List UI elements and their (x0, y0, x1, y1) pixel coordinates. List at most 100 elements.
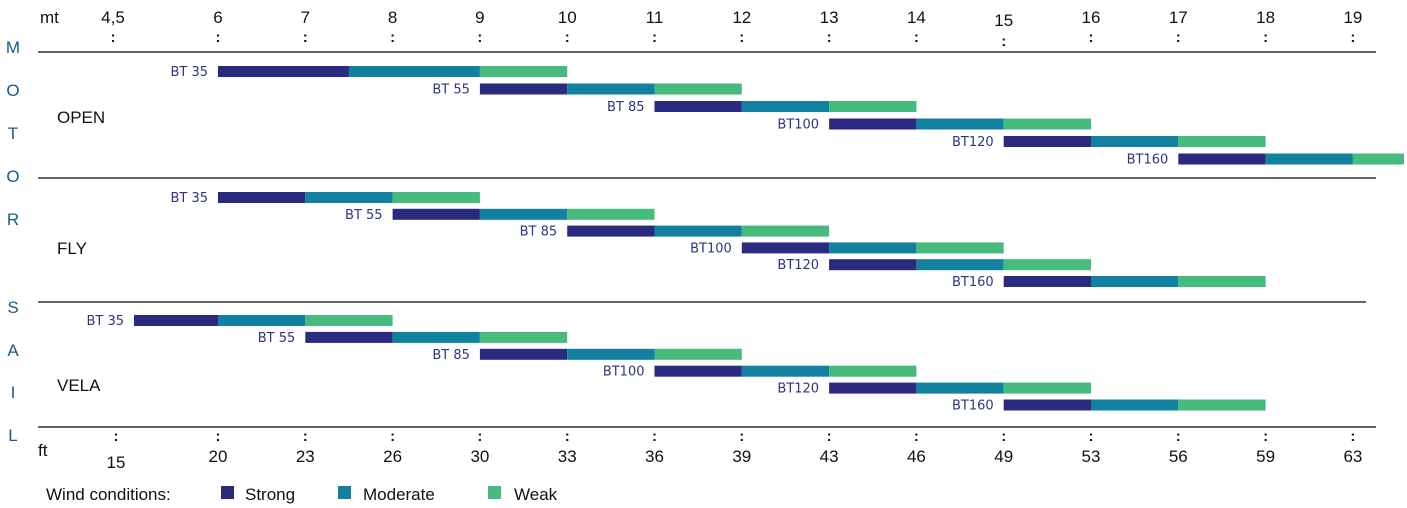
top-axis-tick-mark: : (914, 29, 919, 46)
bottom-axis-tick: 33 (558, 447, 577, 466)
bottom-axis-tick-mark: : (390, 428, 395, 445)
bar-label: BT 35 (86, 314, 124, 329)
bar-segment-weak (916, 242, 1004, 254)
bar-segment-strong (654, 101, 742, 112)
bar-segment-moderate (654, 225, 742, 237)
bottom-axis-tick: 59 (1256, 447, 1275, 466)
top-axis-tick-mark: : (390, 29, 395, 46)
top-axis-tick: 10 (558, 8, 577, 27)
bar-segment-moderate (1265, 153, 1353, 165)
top-axis-tick: 14 (907, 8, 926, 27)
bar-label: BT100 (603, 365, 645, 380)
bar-segment-weak (654, 83, 742, 95)
side-label-letter: T (8, 124, 18, 143)
top-axis-tick-mark: : (1089, 29, 1094, 46)
bar-segment-strong (1178, 153, 1266, 165)
top-axis-unit: mt (40, 8, 59, 27)
bar-segment-strong (654, 365, 742, 377)
bar-segment-strong (829, 118, 917, 130)
bottom-axis-tick: 36 (645, 447, 664, 466)
legend-label-strong: Strong (245, 485, 295, 504)
top-axis-tick-mark: : (652, 29, 657, 46)
side-label-letter: I (11, 383, 16, 402)
bar-segment-weak (654, 348, 742, 360)
bar-label: BT120 (777, 382, 819, 397)
bottom-axis-tick: 46 (907, 447, 926, 466)
bar-segment-strong (305, 331, 393, 343)
bar-segment-moderate (1091, 276, 1179, 287)
bar-segment-moderate (916, 259, 1004, 271)
top-axis-tick: 4,5 (101, 8, 125, 27)
top-axis-tick: 17 (1169, 8, 1188, 27)
bar-segment-moderate (1091, 136, 1179, 147)
bar-segment-moderate (392, 331, 480, 343)
bottom-axis-tick-mark: : (216, 428, 221, 445)
bar-segment-strong (829, 382, 917, 394)
bar-segment-strong (567, 225, 655, 237)
bar-segment-strong (1003, 136, 1091, 147)
legend-label-moderate: Moderate (363, 485, 435, 504)
bar-segment-strong (479, 83, 568, 95)
top-axis-tick-mark: : (111, 29, 116, 46)
bar-segment-strong (1003, 399, 1091, 411)
bar-segment-moderate (916, 118, 1004, 130)
bar-segment-weak (479, 331, 568, 343)
bar-segment-strong (218, 66, 349, 77)
bar-segment-strong (1003, 276, 1091, 287)
bar-segment-moderate (567, 83, 655, 95)
top-axis-tick-mark: : (1176, 29, 1181, 46)
bar-segment-weak (1003, 382, 1091, 394)
bar-segment-weak (829, 101, 917, 112)
bottom-axis-tick-mark: : (827, 428, 832, 445)
bar-label: BT120 (777, 258, 819, 273)
bar-segment-moderate (218, 315, 306, 326)
top-axis-tick-mark: : (477, 29, 482, 46)
bar-label: BT100 (690, 241, 732, 256)
bottom-axis-tick: 15 (107, 453, 126, 472)
top-axis-tick-mark: : (739, 29, 744, 46)
bar-segment-weak (1178, 136, 1266, 147)
bar-segment-strong (218, 192, 306, 203)
bar-segment-weak (1178, 399, 1266, 411)
bar-segment-weak (1003, 118, 1091, 130)
side-label-letter: R (7, 210, 19, 229)
bottom-axis-tick-mark: : (1176, 428, 1181, 445)
group-name: FLY (57, 239, 87, 258)
bottom-axis-tick: 49 (994, 447, 1013, 466)
bar-label: BT 35 (170, 65, 208, 80)
bottom-axis-tick: 63 (1343, 447, 1362, 466)
bar-segment-moderate (305, 192, 393, 203)
bar-segment-weak (741, 225, 830, 237)
side-label-letter: A (7, 341, 19, 360)
bar-segment-strong (134, 315, 218, 326)
legend-swatch-weak (488, 486, 501, 499)
bar-segment-moderate (741, 365, 830, 377)
group-name: OPEN (57, 108, 105, 127)
side-label-letter: L (8, 426, 17, 445)
bar-label: BT120 (952, 135, 994, 150)
top-axis-tick: 18 (1256, 8, 1275, 27)
top-axis-tick: 11 (646, 8, 664, 27)
legend-swatch-strong (221, 486, 234, 499)
bar-label: BT 85 (520, 225, 558, 240)
bottom-axis-tick: 26 (383, 447, 402, 466)
bar-segment-weak (567, 208, 655, 220)
top-axis-tick: 8 (388, 8, 397, 27)
bar-segment-strong (829, 259, 917, 271)
bottom-axis-tick: 39 (732, 447, 751, 466)
top-axis-tick-mark: : (1001, 33, 1006, 50)
group-name: VELA (57, 376, 101, 395)
side-label-letter: S (7, 298, 18, 317)
top-axis-tick: 19 (1343, 8, 1362, 27)
bar-segment-moderate (479, 208, 568, 220)
top-axis-tick: 13 (820, 8, 839, 27)
bar-label: BT 85 (607, 100, 645, 115)
bottom-axis-tick-mark: : (739, 428, 744, 445)
bar-label: BT 55 (345, 208, 383, 223)
legend-label-weak: Weak (514, 485, 558, 504)
bottom-axis-tick-mark: : (477, 428, 482, 445)
bottom-axis-unit: ft (38, 441, 48, 460)
top-axis-tick: 12 (732, 8, 751, 27)
bar-segment-moderate (348, 66, 480, 77)
bottom-axis-tick: 53 (1082, 447, 1101, 466)
